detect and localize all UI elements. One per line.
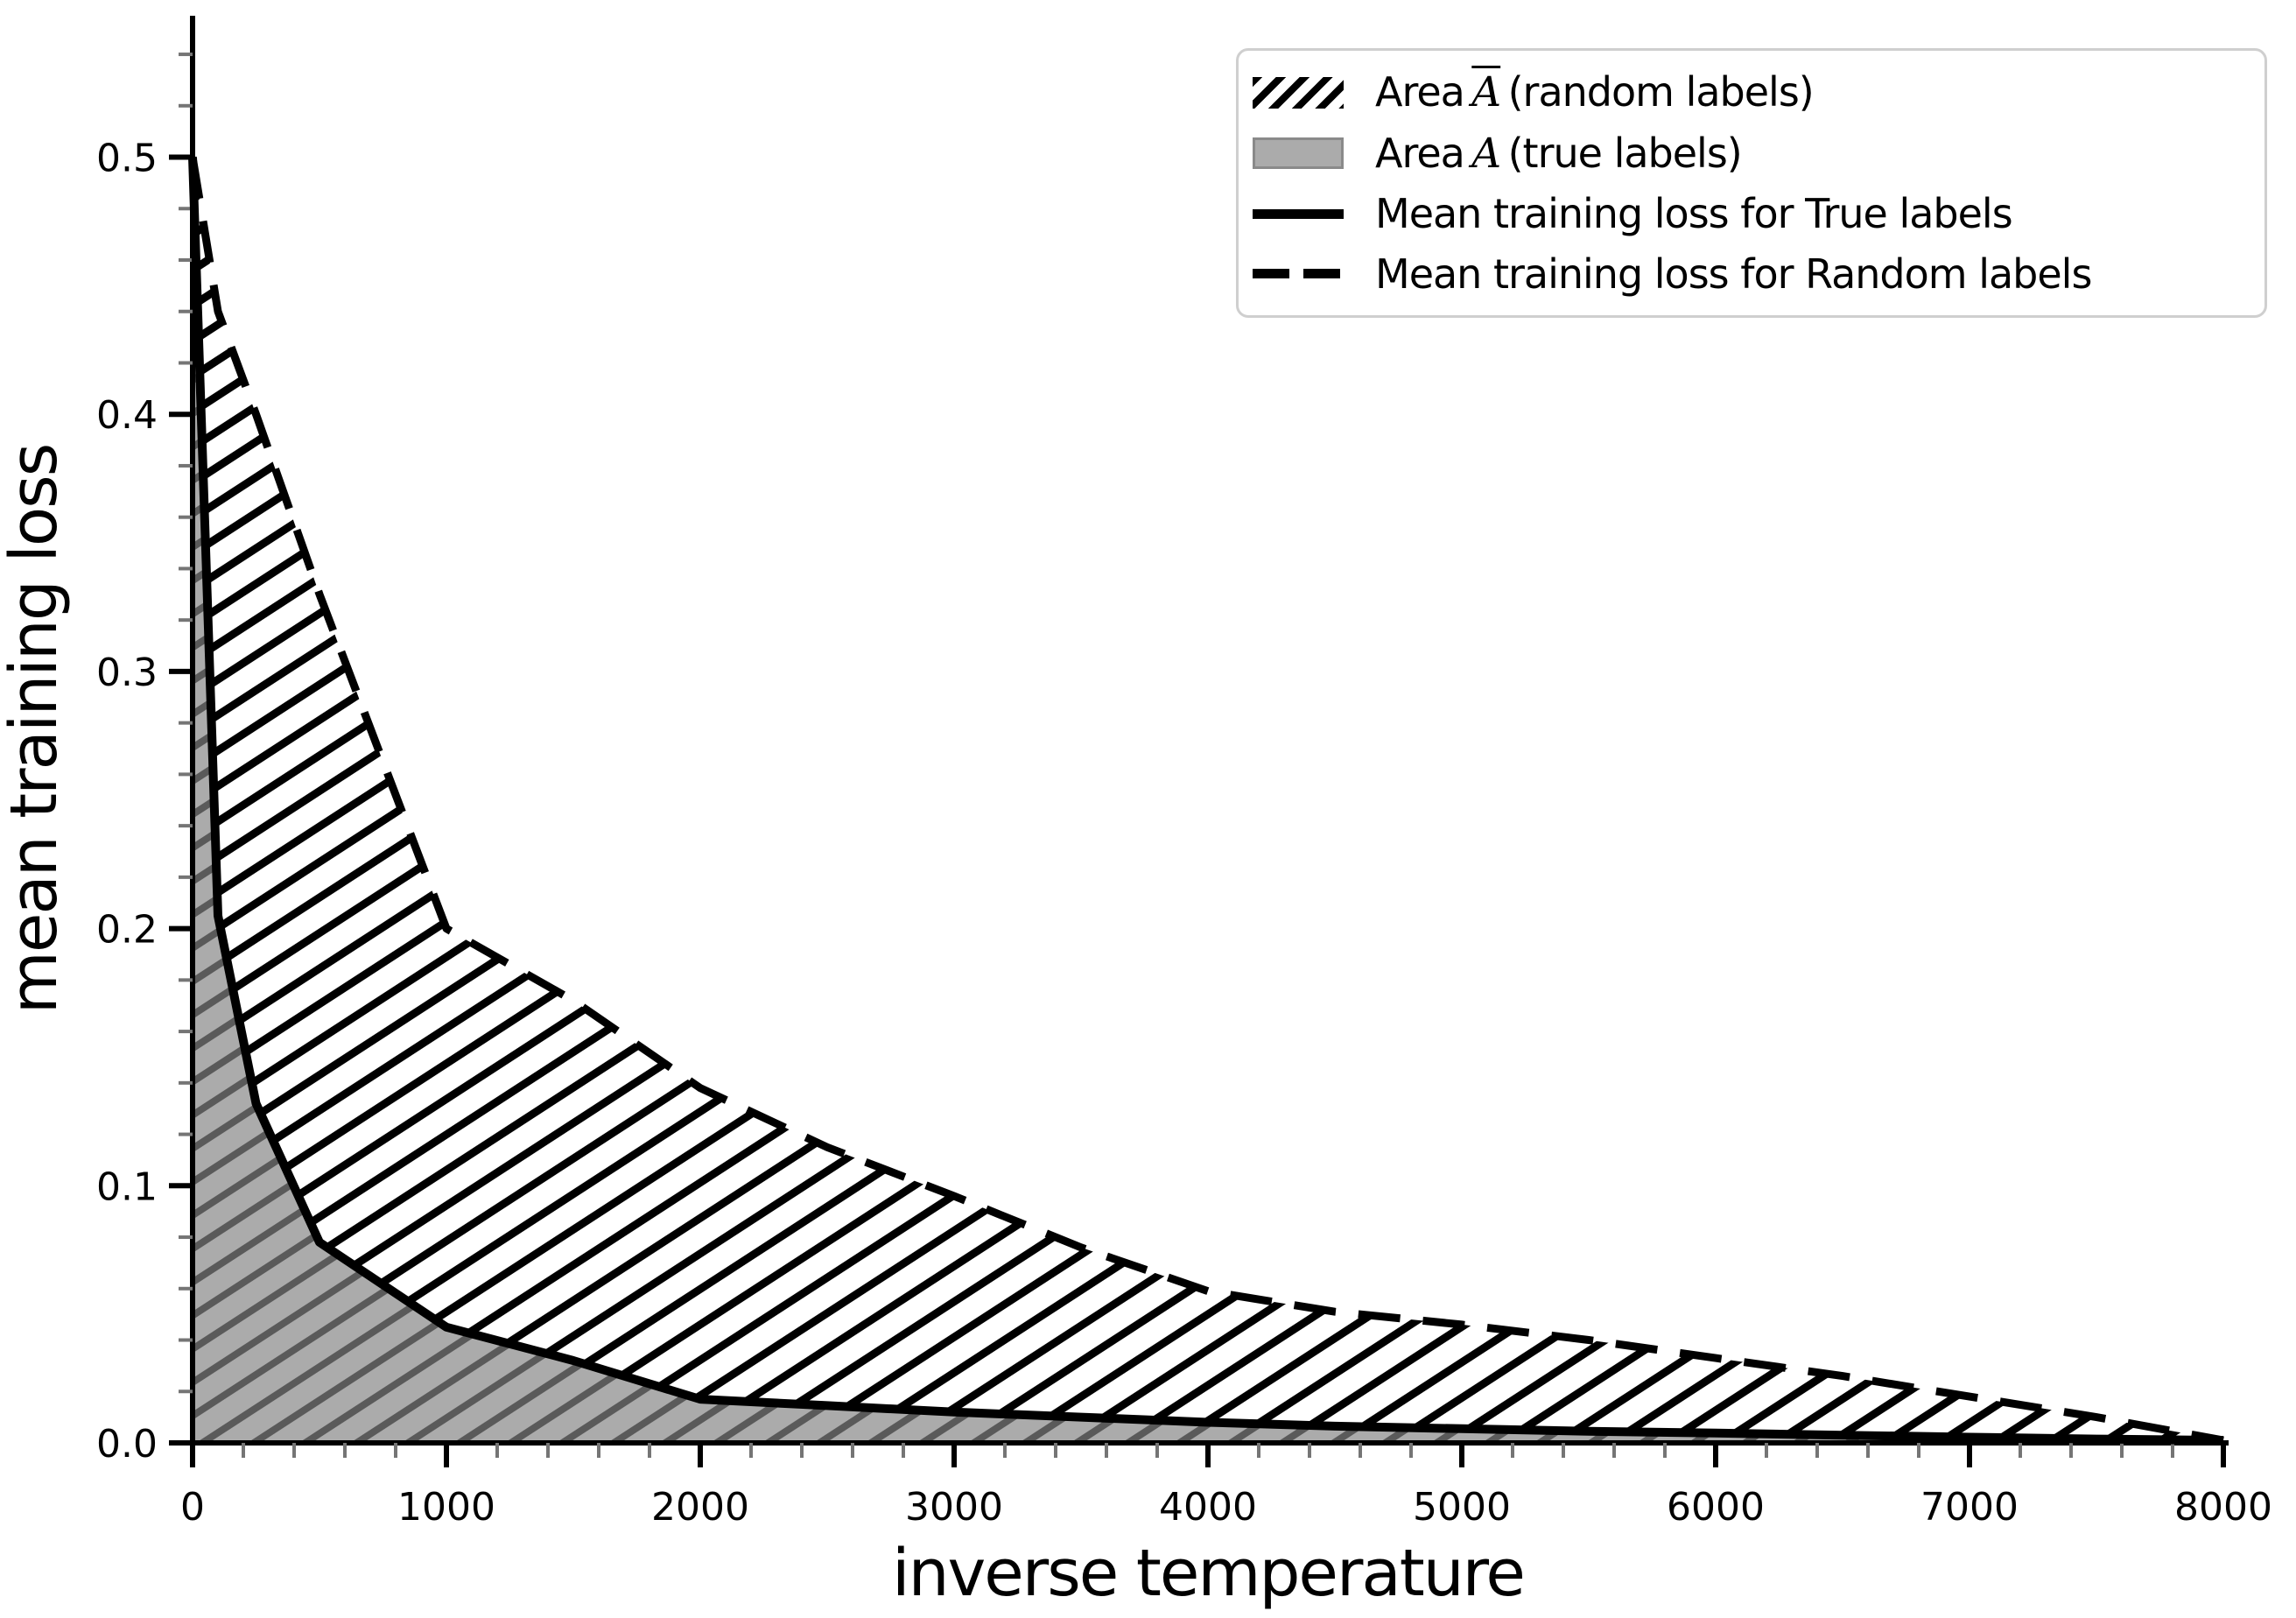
legend-item-true-line: Mean training loss for True labels bbox=[1253, 190, 2256, 237]
x-tick-label: 2000 bbox=[651, 1485, 749, 1530]
x-tick-label: 0 bbox=[180, 1485, 205, 1530]
plot-area: 0 1000 2000 3000 4000 5000 6000 7000 8000 0.0 0.1 0… bbox=[96, 16, 2272, 1530]
gray-area-swatch bbox=[1253, 137, 1344, 170]
x-tick-label: 6000 bbox=[1667, 1485, 1765, 1530]
x-tick-label: 1000 bbox=[397, 1485, 495, 1530]
true-labels-curve bbox=[188, 157, 2224, 1446]
area-true-labels-hatch bbox=[193, 157, 2223, 1443]
legend-item-area-random: Area A (random labels) bbox=[1253, 68, 2256, 116]
area-random-labels bbox=[193, 157, 2223, 1441]
legend-label-text: (random labels) bbox=[1507, 68, 1815, 116]
y-axis-label: mean training loss bbox=[0, 445, 72, 1015]
x-tick-label: 7000 bbox=[1920, 1485, 2019, 1530]
y-tick-label: 0.3 bbox=[96, 651, 158, 695]
legend-label-true-line: Mean training loss for True labels bbox=[1375, 190, 2013, 238]
random-labels-curve bbox=[188, 156, 2224, 1445]
legend-label-text: Area bbox=[1375, 129, 1465, 177]
y-tick-label: 0.2 bbox=[96, 908, 158, 953]
x-tick-label: 5000 bbox=[1413, 1485, 1511, 1530]
legend-label-text: Area bbox=[1375, 68, 1465, 116]
dashed-line-swatch bbox=[1253, 269, 1344, 279]
legend-label-text: (true labels) bbox=[1507, 129, 1743, 177]
x-tick-label: 8000 bbox=[2174, 1485, 2272, 1530]
x-axis-label: inverse temperature bbox=[892, 1536, 1524, 1611]
y-tick-label: 0.0 bbox=[96, 1422, 158, 1467]
y-tick-label: 0.1 bbox=[96, 1164, 158, 1209]
legend-item-random-line: Mean training loss for Random labels bbox=[1253, 250, 2256, 298]
legend-label-area-random: Area A (random labels) bbox=[1375, 68, 1815, 117]
legend-item-area-true: Area A (true labels) bbox=[1253, 130, 2256, 178]
legend: Area A (random labels) Area A (true labels) … bbox=[1236, 48, 2267, 318]
solid-line-swatch bbox=[1253, 208, 1344, 219]
hatched-area-swatch bbox=[1253, 76, 1344, 109]
legend-label-area-true: Area A (true labels) bbox=[1375, 129, 1743, 178]
y-tick-label: 0.4 bbox=[96, 393, 158, 438]
x-tick-label: 4000 bbox=[1159, 1485, 1257, 1530]
math-script-a-bar: A bbox=[1471, 68, 1501, 117]
math-script-a: A bbox=[1471, 129, 1501, 178]
x-tick-label: 3000 bbox=[905, 1485, 1003, 1530]
legend-label-random-line: Mean training loss for Random labels bbox=[1375, 250, 2092, 298]
y-tick-label: 0.5 bbox=[96, 137, 158, 181]
